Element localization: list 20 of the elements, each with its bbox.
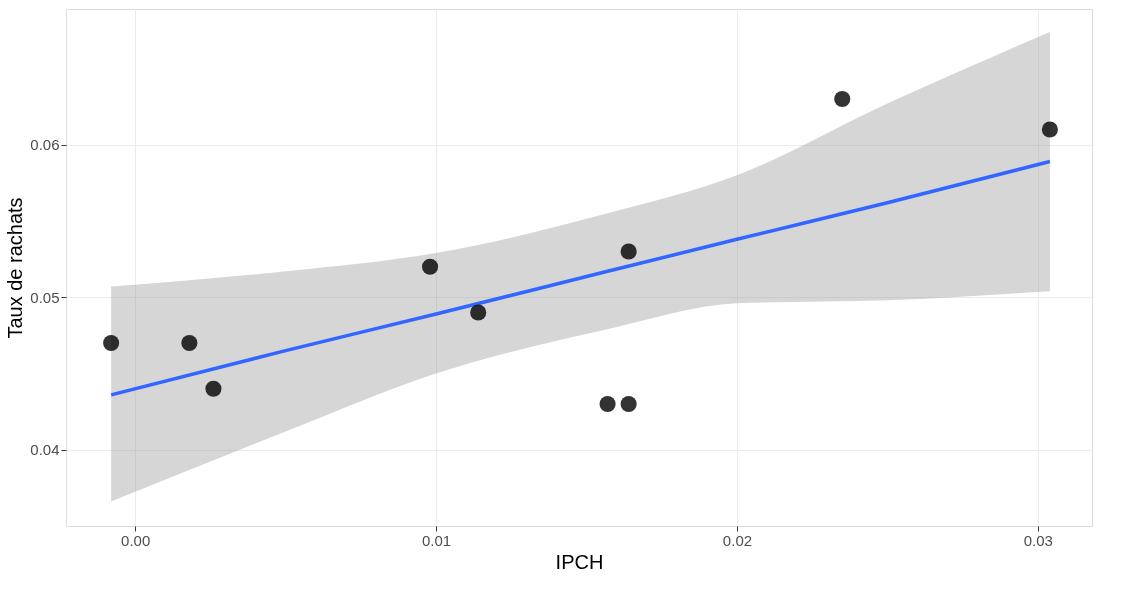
point — [181, 334, 198, 352]
point — [422, 258, 439, 275]
x-tick-label: 0.01 — [421, 531, 452, 549]
point — [620, 395, 637, 413]
point — [834, 90, 851, 108]
point — [470, 304, 487, 321]
point — [205, 380, 222, 397]
line-series — [109, 159, 1052, 397]
y-tick-label: 0.06 — [30, 136, 60, 154]
y-tick-label: 0.04 — [30, 441, 60, 459]
point — [599, 395, 616, 413]
point — [103, 334, 120, 352]
x-axis-title: IPCH — [555, 550, 604, 573]
x-tick-label: 0.00 — [121, 531, 151, 549]
x-tick-label: 0.02 — [722, 531, 753, 549]
y-tick-label: 0.05 — [30, 288, 60, 306]
point — [1041, 121, 1058, 138]
y-axis-title: Taux de rachats — [4, 197, 27, 339]
point — [620, 243, 637, 260]
x-tick-label: 0.03 — [1023, 531, 1053, 549]
